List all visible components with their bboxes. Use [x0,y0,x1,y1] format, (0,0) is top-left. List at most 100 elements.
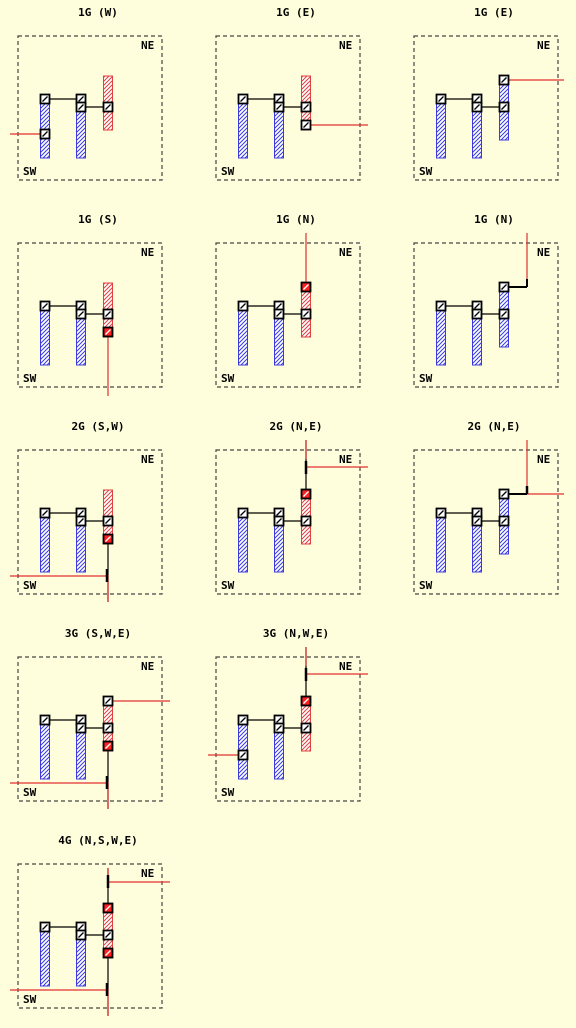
sw-label: SW [23,165,37,178]
sw-label: SW [23,993,37,1006]
panel-diagram: NE SW [17,242,163,396]
ne-label: NE [141,246,154,259]
cell-boundary [17,35,163,181]
blue-pin-a [238,306,248,366]
cell-boundary [413,35,559,181]
via-b-mark [276,717,282,723]
via-b2-mark [78,104,84,110]
via-b2-mark [474,311,480,317]
blue-pin-a [40,306,50,366]
blue-pin-a [238,513,248,573]
via-b-mark [474,510,480,516]
panel-title: 2G (S,W) [71,420,125,433]
panel-9: 2G (N,E) NE SW [409,414,576,595]
blue-pin-a [40,927,50,987]
panel-title: 2G (N,E) [269,420,323,433]
panel-title: 3G (N,W,E) [262,627,330,640]
via-south-mark [105,950,111,956]
via-south-mark [105,743,111,749]
panel-diagram: NE SW [10,449,163,602]
via-a-mark [438,510,444,516]
panel-title: 1G (N) [276,213,316,226]
sw-label: SW [23,786,37,799]
via-c-mark [303,104,309,110]
via-west-mark [240,752,246,758]
panel-10: 3G (S,W,E) NE SW [10,621,183,809]
via-north-mark [303,284,309,290]
panel-title: 1G (E) [276,6,316,19]
blue-pin-a [238,99,248,159]
cell-boundary [17,242,163,388]
via-a-mark [42,717,48,723]
via-north-mark [501,491,507,497]
blue-pin-a [40,720,50,780]
panel-6: 1G (N) NE SW [409,207,576,388]
via-east-mark [501,77,507,83]
panel-diagram: NE SW [10,863,170,1016]
cell-boundary [17,863,163,1009]
panel-title: 1G (N) [474,213,514,226]
via-north-mark [501,284,507,290]
via-b2-mark [276,311,282,317]
via-a-mark [42,96,48,102]
panel-diagram: NE SW [215,440,368,595]
via-b2-mark [276,518,282,524]
panel-title: 1G (S) [78,213,118,226]
panel-4: 1G (S) NE SW [13,207,183,396]
cell-boundary [413,449,559,595]
cell-boundary [215,656,361,802]
cell-boundary [215,242,361,388]
via-c-mark [105,104,111,110]
via-b-mark [78,303,84,309]
ne-label: NE [537,246,550,259]
via-north-mark [105,905,111,911]
via-b-mark [78,96,84,102]
panel-5: 1G (N) NE SW [211,207,381,388]
via-east-mark [303,122,309,128]
via-south-mark [105,536,111,542]
panel-2: 1G (E) NE SW [211,0,381,181]
via-a-mark [240,717,246,723]
via-b-mark [276,510,282,516]
panel-diagram: NE SW [413,35,564,181]
sw-label: SW [221,372,235,385]
ne-label: NE [339,246,352,259]
sw-label: SW [221,165,235,178]
via-b2-mark [78,932,84,938]
via-south-mark [105,329,111,335]
sw-label: SW [419,165,433,178]
via-west-mark [42,131,48,137]
ne-label: NE [141,39,154,52]
via-a-mark [240,96,246,102]
via-a-mark [42,510,48,516]
ne-label: NE [141,867,154,880]
via-b2-mark [78,725,84,731]
panel-7: 2G (S,W) NE SW [10,414,183,602]
panel-1: 1G (W) NE SW [10,0,183,181]
via-c-mark [501,104,507,110]
panel-diagram: NE SW [10,656,170,809]
panel-title: 4G (N,S,W,E) [58,834,138,847]
blue-pin-a [436,306,446,366]
cell-boundary [17,449,163,595]
via-b-mark [276,303,282,309]
via-b2-mark [276,725,282,731]
via-b-mark [474,96,480,102]
via-b-mark [78,924,84,930]
via-b2-mark [474,518,480,524]
blue-pin-a [40,513,50,573]
ne-label: NE [141,453,154,466]
via-a-mark [42,924,48,930]
ne-label: NE [537,39,550,52]
blue-pin-a [436,513,446,573]
panel-diagram: NE SW [413,233,559,388]
ne-label: NE [339,453,352,466]
via-b2-mark [276,104,282,110]
via-a-mark [438,96,444,102]
sw-label: SW [23,372,37,385]
via-c-mark [303,518,309,524]
via-a-mark [42,303,48,309]
panel-diagram: NE SW [208,647,368,802]
via-c-mark [303,725,309,731]
via-c-mark [501,518,507,524]
